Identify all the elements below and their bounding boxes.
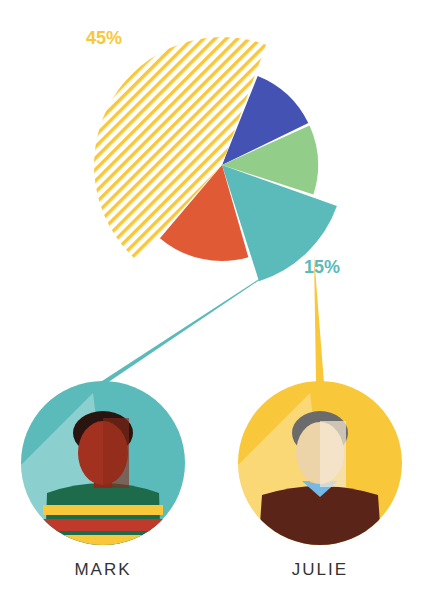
data-label: 45% xyxy=(86,28,122,48)
chart: 15% 45% MARK JULIE xyxy=(0,0,422,602)
pointers xyxy=(99,250,324,383)
avatar xyxy=(13,393,163,553)
stripe xyxy=(43,505,163,515)
slices xyxy=(94,37,337,281)
person-badge xyxy=(13,381,185,553)
avatar xyxy=(230,393,382,553)
person-name: JULIE xyxy=(292,560,348,579)
data-labels: 15% 45% xyxy=(86,28,340,278)
person-name: MARK xyxy=(74,560,131,579)
person-badge xyxy=(230,381,402,553)
face-shade xyxy=(320,421,346,487)
stripe xyxy=(43,535,163,545)
data-label: 15% xyxy=(304,257,340,277)
face-shade xyxy=(103,418,129,488)
pie-slice xyxy=(94,37,266,260)
stripe xyxy=(43,519,163,531)
